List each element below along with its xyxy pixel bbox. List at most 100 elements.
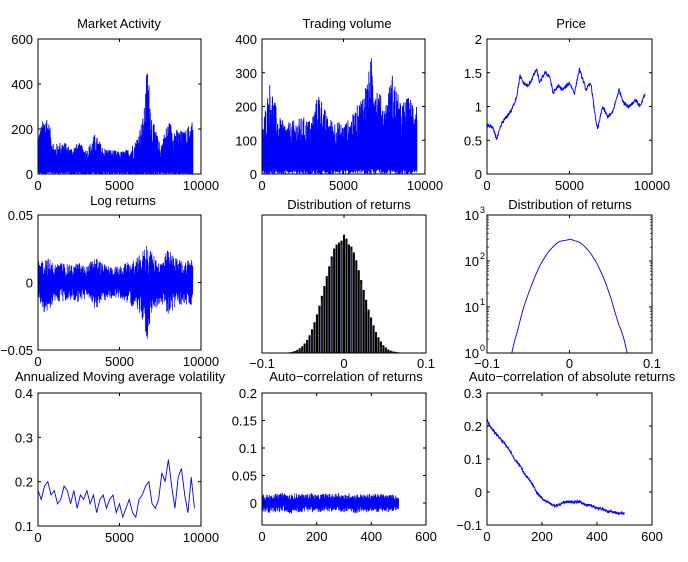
plot-area bbox=[511, 238, 628, 353]
x-tick-label: 200 bbox=[531, 529, 553, 544]
panel-autocorr-absolute: Auto−correlation of absolute returns 0 20… bbox=[456, 369, 675, 544]
histogram-bar bbox=[328, 266, 331, 353]
histogram-bar bbox=[338, 242, 341, 353]
x-tick-label: 0 bbox=[34, 530, 41, 545]
plot-area bbox=[38, 245, 194, 339]
plot-area bbox=[487, 418, 625, 516]
y-tick-label: 10 bbox=[465, 254, 479, 269]
histogram-bar bbox=[318, 305, 321, 353]
y-tick-label: 0.15 bbox=[232, 414, 257, 429]
histogram-bar bbox=[394, 351, 397, 353]
histogram-bar bbox=[293, 351, 296, 353]
x-tick-label: 10000 bbox=[183, 178, 219, 193]
y-tick-label: 600 bbox=[11, 32, 33, 47]
histogram-bar bbox=[315, 314, 318, 353]
chart-title: Market Activity bbox=[77, 16, 161, 31]
y-tick-label: 1 bbox=[475, 100, 482, 115]
x-tick-label: 0 bbox=[34, 354, 41, 369]
histogram-bar bbox=[365, 299, 368, 353]
x-tick-label: 0 bbox=[258, 178, 265, 193]
histogram-bar bbox=[384, 347, 387, 353]
y-tick-label: 0 bbox=[26, 167, 33, 182]
y-tick-label: 0 bbox=[26, 276, 33, 291]
x-tick-label: 600 bbox=[641, 529, 663, 544]
y-tick-label: 0.3 bbox=[15, 430, 33, 445]
histogram-bar bbox=[389, 350, 392, 353]
histogram-bar bbox=[325, 276, 328, 353]
y-tick-label: 400 bbox=[235, 32, 257, 47]
x-tick-label: 5000 bbox=[105, 354, 134, 369]
panel-price: Price 0 5000 10000 0 0.5 1 1.5 2 bbox=[464, 16, 670, 193]
x-tick-label: −0.1 bbox=[474, 356, 500, 371]
y-tick-label: 0.5 bbox=[464, 133, 482, 148]
y-tick-label: 200 bbox=[11, 122, 33, 137]
histogram-bar bbox=[298, 348, 301, 353]
x-tick-label: −0.1 bbox=[249, 356, 275, 371]
x-tick-label: 10000 bbox=[407, 178, 443, 193]
y-tick-label: 10 bbox=[465, 346, 479, 361]
histogram-bar bbox=[342, 234, 346, 353]
histogram-bar bbox=[333, 248, 336, 353]
plot-area bbox=[38, 459, 195, 519]
x-tick-label: 0 bbox=[258, 529, 265, 544]
chart-title: Price bbox=[556, 16, 586, 31]
histogram-bar bbox=[362, 289, 365, 353]
series-line bbox=[38, 459, 195, 519]
y-tick-label: 0.2 bbox=[15, 475, 33, 490]
axes-frame bbox=[261, 392, 427, 526]
x-tick-label: 0 bbox=[340, 356, 347, 371]
x-tick-label: 400 bbox=[586, 529, 608, 544]
y-tick-label: 100 bbox=[235, 133, 257, 148]
chart-title: Log returns bbox=[90, 193, 156, 208]
histogram-bar bbox=[357, 270, 360, 353]
histogram-bar bbox=[352, 252, 355, 353]
y-tick-exponent: 3 bbox=[480, 205, 485, 215]
y-tick-label: 0.05 bbox=[8, 208, 33, 223]
x-tick-label: 0 bbox=[483, 529, 490, 544]
histogram-bar bbox=[303, 343, 306, 353]
y-tick-label: 200 bbox=[235, 100, 257, 115]
histogram-bar bbox=[335, 244, 338, 353]
chart-title: Distribution of returns bbox=[508, 197, 632, 212]
x-tick-label: 200 bbox=[306, 529, 328, 544]
panel-distribution-linear: Distribution of returns −0.1 0 0.1 bbox=[249, 197, 435, 371]
chart-title: Annualized Moving average volatility bbox=[15, 369, 226, 384]
y-tick-exponent: 0 bbox=[480, 343, 485, 353]
series-line bbox=[38, 73, 194, 174]
x-tick-label: 0 bbox=[566, 356, 573, 371]
y-tick-label: 400 bbox=[11, 77, 33, 92]
plot-area bbox=[38, 73, 194, 174]
chart-title: Auto−correlation of absolute returns bbox=[469, 369, 676, 384]
chart-title: Auto−correlation of returns bbox=[269, 369, 423, 384]
y-tick-label: −0.1 bbox=[456, 518, 482, 533]
y-tick-label: 0.05 bbox=[232, 469, 257, 484]
plot-area bbox=[288, 234, 400, 353]
y-tick-label: 2 bbox=[475, 32, 482, 47]
plot-area bbox=[262, 492, 400, 514]
histogram-bar bbox=[367, 309, 370, 353]
series-line bbox=[38, 245, 194, 339]
histogram-bar bbox=[387, 349, 390, 353]
histogram-bar bbox=[355, 260, 358, 353]
panel-autocorr-returns: Auto−correlation of returns 0 200 400 600 0 0… bbox=[232, 369, 437, 544]
y-tick-label: 0.1 bbox=[239, 441, 257, 456]
y-tick-label: 0.1 bbox=[15, 519, 33, 534]
x-tick-label: 0 bbox=[34, 178, 41, 193]
x-tick-label: 5000 bbox=[555, 178, 584, 193]
histogram-bar bbox=[377, 337, 380, 353]
panel-annualized-volatility: Annualized Moving average volatility 0 50… bbox=[15, 369, 226, 545]
x-tick-label: 10000 bbox=[183, 530, 219, 545]
y-tick-label: 0.1 bbox=[464, 452, 482, 467]
y-tick-label: 1.5 bbox=[464, 66, 482, 81]
histogram-bar bbox=[291, 351, 294, 353]
y-tick-label: 10 bbox=[465, 208, 479, 223]
histogram-bar bbox=[308, 335, 311, 353]
histogram-bar bbox=[372, 325, 375, 353]
y-tick-label: 0.2 bbox=[239, 386, 257, 401]
x-tick-label: 10000 bbox=[634, 178, 670, 193]
series-line bbox=[487, 418, 625, 516]
histogram-bar bbox=[345, 238, 348, 353]
series-line bbox=[262, 58, 418, 174]
